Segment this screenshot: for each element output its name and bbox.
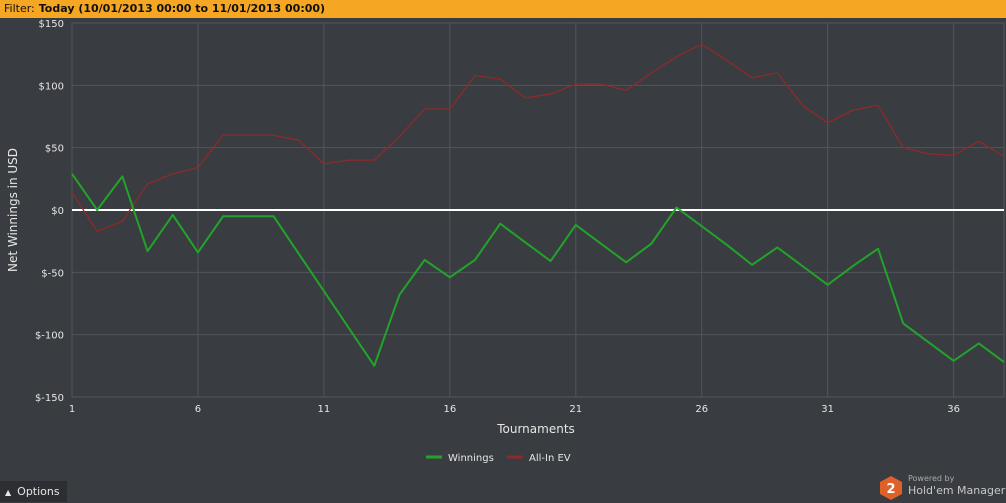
legend-label: Winnings [448, 453, 494, 464]
x-tick-label: 11 [318, 404, 331, 415]
brand-name: Hold'em Manager [908, 484, 1006, 497]
y-tick-label: $100 [39, 81, 64, 92]
series-line-allin-ev [71, 43, 1005, 232]
x-axis-title: Tournaments [496, 422, 575, 436]
logo-text: 2 [886, 482, 895, 497]
y-tick-label: $-50 [41, 268, 64, 279]
hem-logo-icon: 2 [880, 476, 902, 500]
caret-up-icon: ▲ [5, 488, 12, 497]
x-tick-label: 31 [821, 404, 834, 415]
legend: Winnings All-In EV [426, 453, 571, 464]
x-tick-label: 1 [69, 404, 75, 415]
winnings-chart: $150$100$50$0$-50$-100$-150 1 6 11 16 21 26 31… [6, 19, 1005, 464]
branding: 2 Powered by Hold'em Manager [880, 474, 1006, 502]
series-line-winnings [71, 173, 1005, 367]
powered-by-label: Powered by [908, 474, 955, 483]
y-tick-label: $0 [51, 206, 64, 217]
x-tick-label: 21 [569, 404, 582, 415]
y-tick-label: $150 [39, 19, 64, 30]
legend-label: All-In EV [529, 453, 571, 464]
options-label: Options [17, 485, 60, 498]
series-lines [71, 43, 1005, 367]
y-tick-label: $50 [45, 144, 64, 155]
y-axis-ticks: $150 $100 $50 $0 $-50 $-100 $-150 [35, 19, 64, 404]
x-tick-label: 26 [695, 404, 708, 415]
y-tick-label: $-100 [35, 331, 64, 342]
filter-value: Today (10/01/2013 00:00 to 11/01/2013 00… [38, 2, 326, 15]
y-axis-title: Net Winnings in USD [6, 148, 20, 272]
x-tick-label: 6 [195, 404, 201, 415]
x-tick-label: 36 [947, 404, 960, 415]
options-button[interactable]: ▲ Options [0, 481, 67, 502]
filter-prefix: Filter: [4, 2, 35, 15]
filter-bar: Filter: Today (10/01/2013 00:00 to 11/01/… [0, 0, 1006, 18]
x-axis-ticks: 1 6 11 16 21 26 31 36 [69, 404, 960, 415]
x-tick-label: 16 [443, 404, 456, 415]
y-tick-label: $-150 [35, 393, 64, 404]
